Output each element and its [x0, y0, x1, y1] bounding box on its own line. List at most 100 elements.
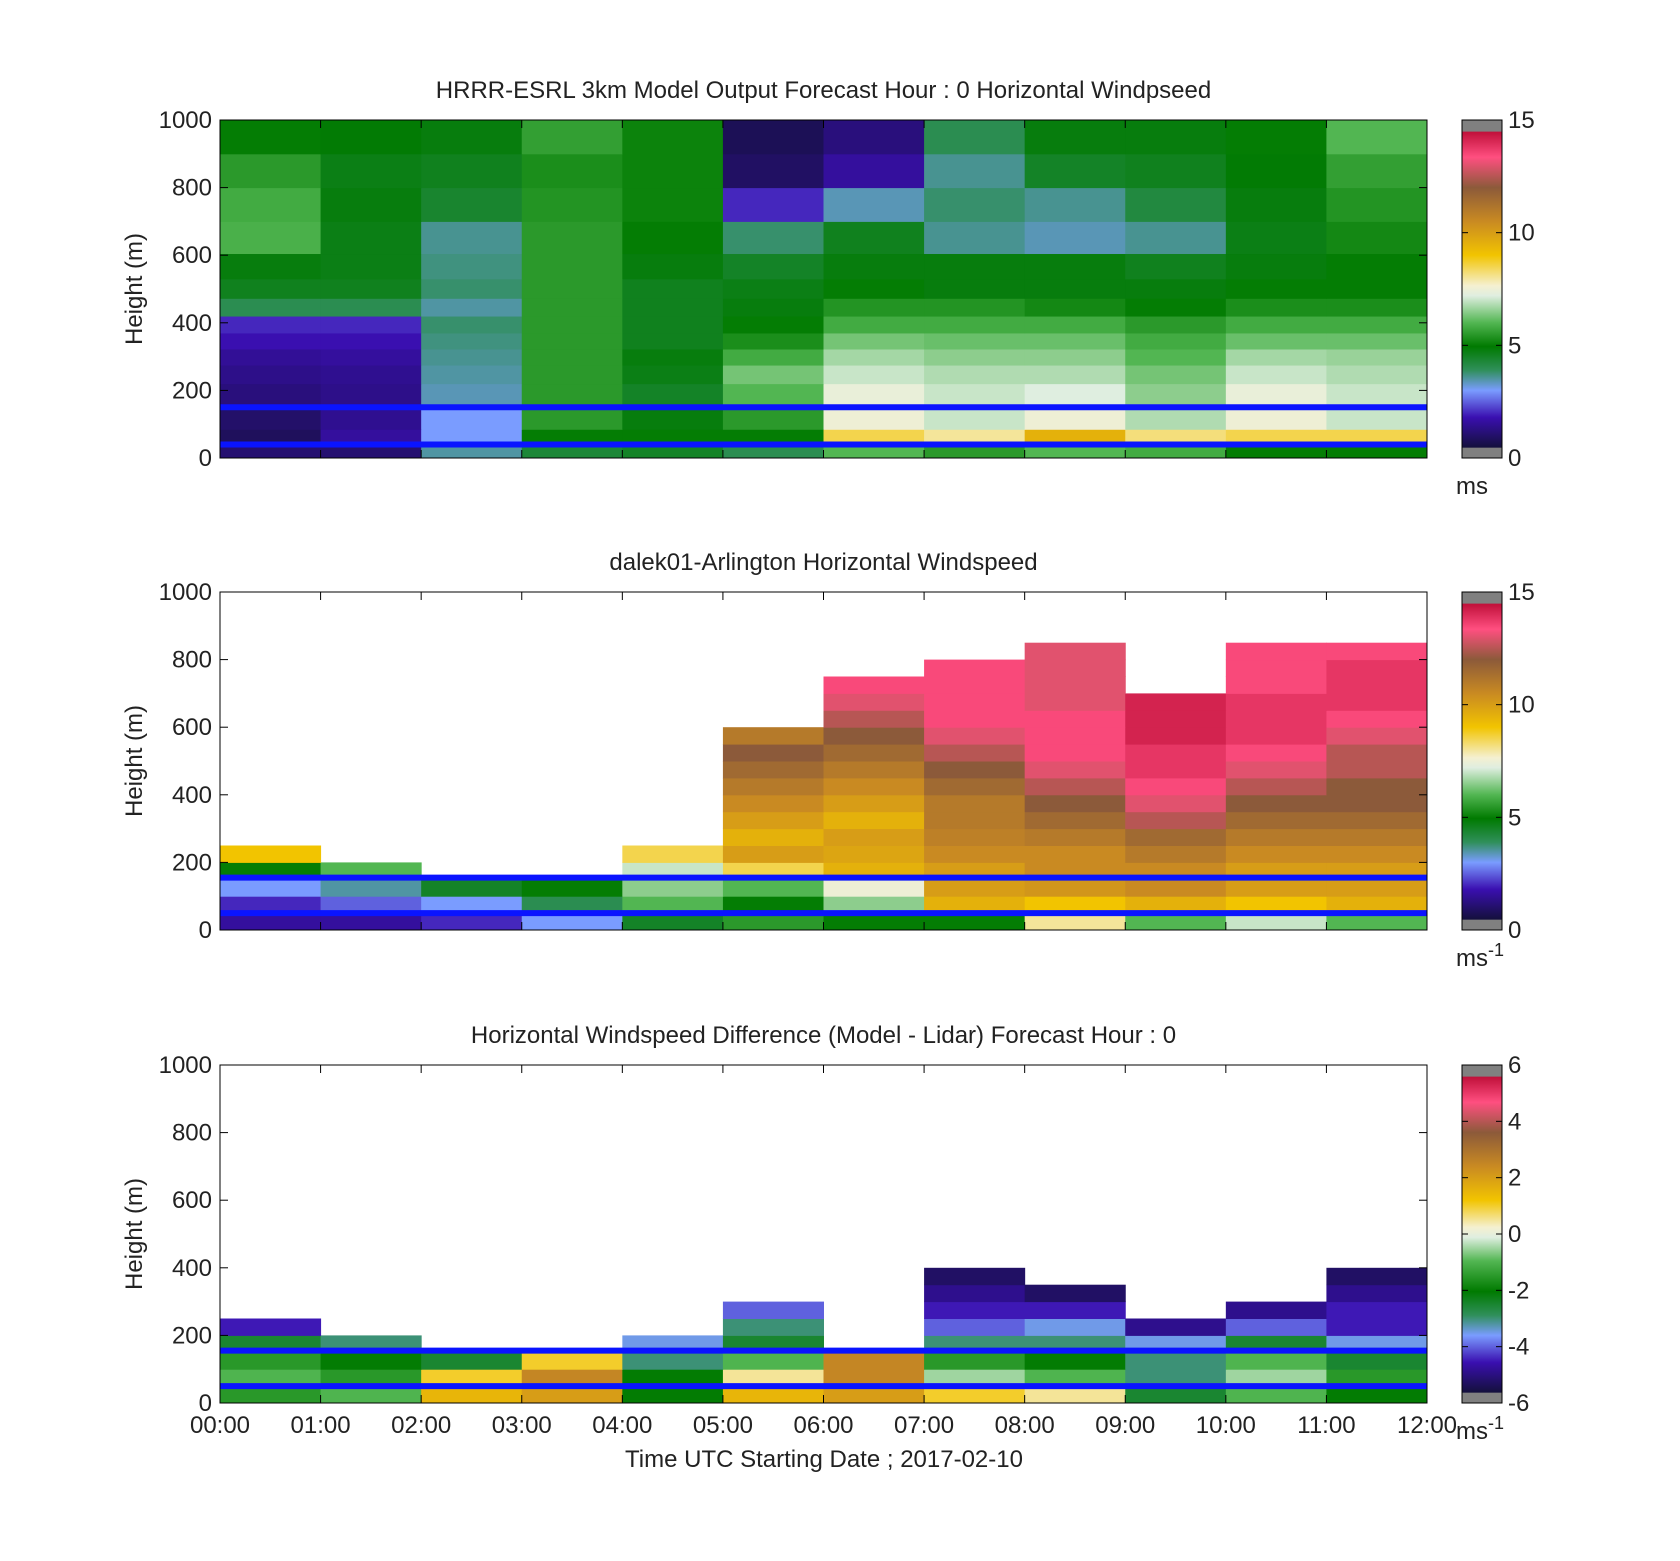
heatmap-cell: [1326, 879, 1428, 897]
heatmap-cell: [320, 407, 422, 430]
x-axis-label: Time UTC Starting Date ; 2017-02-10: [625, 1446, 1023, 1473]
heatmap-cell: [1225, 794, 1327, 813]
y-axis-label: Height (m): [121, 705, 148, 817]
y-tick-label: 0: [199, 917, 212, 944]
heatmap-cell: [622, 316, 724, 334]
heatmap-cell: [1024, 777, 1126, 796]
heatmap-cell: [320, 1369, 422, 1387]
heatmap-cell: [421, 429, 523, 445]
heatmap-cell: [1225, 1318, 1327, 1336]
x-tick-label: 11:00: [1297, 1412, 1355, 1439]
panel-title: HRRR-ESRL 3km Model Output Forecast Hour…: [436, 77, 1211, 104]
heatmap-cell: [1326, 120, 1428, 155]
heatmap-cell: [1225, 153, 1327, 189]
heatmap-cell: [320, 365, 422, 385]
heatmap-cell: [722, 811, 824, 830]
heatmap-cell: [521, 316, 623, 334]
heatmap-cell: [622, 332, 724, 350]
heatmap-cell: [1125, 153, 1227, 189]
heatmap-cell: [823, 365, 925, 385]
heatmap-cell: [1326, 298, 1428, 317]
heatmap-cell: [722, 777, 824, 796]
heatmap-cell: [1326, 407, 1428, 430]
heatmap-cell: [924, 1386, 1026, 1404]
heatmap-cell: [1225, 879, 1327, 897]
heatmap-cell: [421, 348, 523, 366]
heatmap-cell: [722, 407, 824, 430]
y-tick-label: 1000: [159, 579, 212, 606]
heatmap-cell: [722, 828, 824, 846]
heatmap-cell: [421, 153, 523, 189]
x-tick-label: 06:00: [793, 1412, 853, 1439]
y-tick-label: 600: [172, 714, 212, 741]
heatmap-cell: [1326, 693, 1428, 711]
panel-2: dalek01-Arlington Horizontal Windspeed 0 2…: [121, 549, 1535, 972]
heatmap-cell: [722, 153, 824, 189]
heatmap-cell: [1024, 845, 1126, 863]
heatmap-cell: [823, 1369, 925, 1387]
heatmap-cell: [1024, 383, 1126, 408]
y-tick-label: 400: [172, 782, 212, 809]
heatmap-cell: [1125, 365, 1227, 385]
heatmap-cell: [1125, 407, 1227, 430]
heatmap-cell: [622, 278, 724, 299]
heatmap-cell: [1326, 1318, 1428, 1336]
x-tick-label: 05:00: [693, 1412, 753, 1439]
heatmap-cell: [823, 845, 925, 863]
y-tick-label: 0: [199, 445, 212, 472]
heatmap-cell: [924, 316, 1026, 334]
heatmap-cell: [622, 187, 724, 222]
heatmap-cell: [1125, 332, 1227, 350]
heatmap-cell: [823, 744, 925, 762]
heatmap-cell: [823, 298, 925, 317]
heatmap-cell: [924, 278, 1026, 299]
heatmap-cell: [1125, 777, 1227, 796]
colorbar-tick-label: 15: [1508, 107, 1535, 134]
heatmap-cell: [924, 332, 1026, 350]
heatmap-cell: [1024, 253, 1126, 280]
heatmap-cell: [220, 221, 322, 255]
heatmap-cell: [220, 845, 322, 863]
heatmap-cell: [1225, 676, 1327, 694]
heatmap-cell: [1024, 1318, 1126, 1336]
heatmap-cell: [622, 896, 724, 914]
heatmap-cell: [220, 153, 322, 189]
heatmap-cell: [320, 278, 422, 299]
heatmap-cell: [1024, 693, 1126, 711]
heatmap-cell: [421, 278, 523, 299]
heatmap-cell: [722, 761, 824, 779]
heatmap-cell: [320, 316, 422, 334]
heatmap-cell: [220, 187, 322, 222]
heatmap-cell: [924, 365, 1026, 385]
heatmap-cell: [722, 794, 824, 813]
heatmap-cell: [220, 253, 322, 280]
heatmap-cell: [1125, 710, 1227, 728]
heatmap-cell: [1125, 727, 1227, 745]
panel-3: Horizontal Windspeed Difference (Model -…: [121, 1022, 1529, 1445]
heatmap-cell: [924, 811, 1026, 830]
heatmap-cell: [1024, 1284, 1126, 1303]
heatmap-cell: [924, 727, 1026, 745]
heatmap-cell: [320, 348, 422, 366]
heatmap-cell: [1225, 811, 1327, 830]
heatmap-cell: [722, 879, 824, 897]
heatmap-cell: [823, 1386, 925, 1404]
heatmap-cell: [722, 1369, 824, 1387]
x-tick-label: 09:00: [1095, 1412, 1155, 1439]
y-axis-label: Height (m): [121, 233, 148, 345]
heatmap-cell: [1225, 1352, 1327, 1370]
heatmap-cell: [924, 659, 1026, 677]
heatmap-cell: [924, 407, 1026, 430]
heatmap-cell: [1125, 828, 1227, 846]
heatmap-cell: [521, 1386, 623, 1404]
heatmap-cell: [421, 187, 523, 222]
heatmap-cell: [521, 913, 623, 931]
heatmap-cell: [220, 913, 322, 931]
heatmap-cell: [924, 794, 1026, 813]
heatmap-cell: [823, 761, 925, 779]
heatmap-cell: [521, 332, 623, 350]
heatmap-cell: [823, 332, 925, 350]
heatmap-cell: [1125, 761, 1227, 779]
colorbar-tick-label: 5: [1508, 332, 1521, 359]
heatmap-cell: [823, 278, 925, 299]
